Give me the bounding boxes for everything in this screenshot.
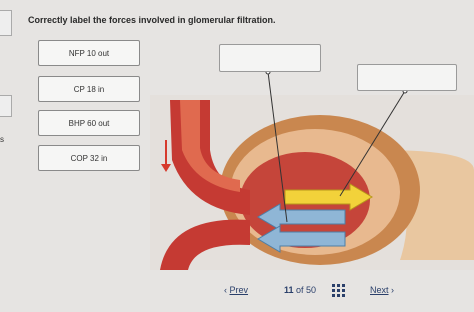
drop-target[interactable] — [219, 44, 321, 72]
yellow-arrow — [284, 183, 373, 211]
flow-arrowhead — [161, 164, 171, 172]
label-chip[interactable]: NFP 10 out — [38, 40, 140, 66]
blue-arrow — [257, 225, 346, 253]
grid-icon[interactable] — [332, 284, 345, 297]
edge-box — [0, 10, 12, 36]
edge-box — [0, 95, 12, 117]
leader-line — [339, 90, 406, 197]
next-button[interactable]: Next › — [370, 285, 395, 295]
page-indicator: 11 of 50 — [284, 285, 316, 295]
blue-arrow — [257, 203, 346, 231]
arteriole-lumen — [180, 100, 240, 192]
nav-bar — [0, 270, 474, 312]
page-total: of 50 — [296, 285, 317, 295]
instruction: Correctly label the forces involved in g… — [28, 15, 276, 25]
label-chip[interactable]: CP 18 in — [38, 76, 140, 102]
drop-target[interactable] — [357, 64, 457, 91]
label-chip[interactable]: BHP 60 out — [38, 110, 140, 136]
prev-button[interactable]: ‹ Prev — [224, 285, 249, 295]
next-text: Next — [370, 285, 389, 295]
efferent-arteriole — [160, 219, 250, 270]
page-number: 11 — [284, 285, 294, 295]
edge-text: s — [0, 135, 4, 144]
prev-text: Prev — [229, 285, 249, 295]
leader-line — [267, 71, 288, 223]
label-chip[interactable]: COP 32 in — [38, 145, 140, 171]
